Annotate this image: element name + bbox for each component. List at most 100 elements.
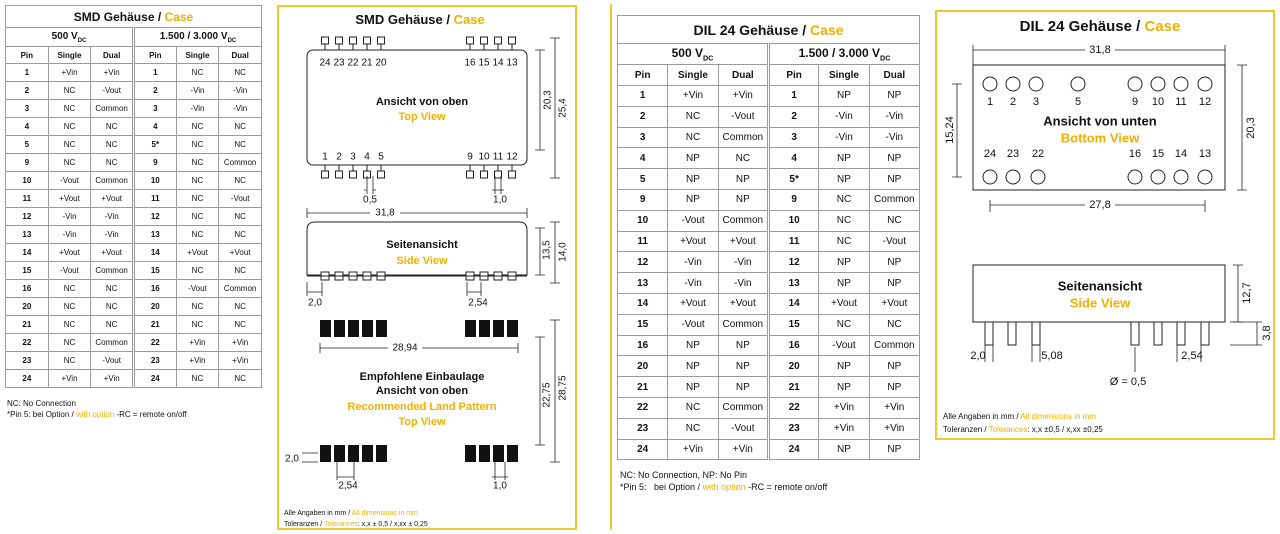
pin-number: 2 xyxy=(336,152,342,163)
dim: 5,08 xyxy=(1041,350,1062,362)
title-row: SMD Gehäuse / Case xyxy=(5,5,262,28)
pad xyxy=(334,320,345,337)
pin-number: 1 xyxy=(987,96,993,108)
pin xyxy=(480,170,488,179)
smd-pin-table: SMD Gehäuse / Case 500 VDC 1.500 / 3.000 V… xyxy=(5,5,263,388)
row: 22 NC Common 22 +Vin +Vin xyxy=(5,333,262,352)
dim-line xyxy=(989,200,1206,212)
row: 13 -Vin -Vin 13 NP NP xyxy=(616,272,921,294)
cell: NP xyxy=(868,438,921,461)
dim: 25,4 xyxy=(558,98,569,118)
dim: 28,75 xyxy=(558,375,569,400)
pin-number: 23 xyxy=(333,58,345,69)
pin-number: 12 xyxy=(1199,96,1211,108)
pad xyxy=(479,445,490,462)
pad xyxy=(479,320,490,337)
pad xyxy=(362,320,373,337)
dim: Ø = 0,5 xyxy=(1110,376,1146,388)
pad xyxy=(362,445,373,462)
voltage-sub: DC xyxy=(227,37,237,44)
voltage: 1.500 / 3.000 V xyxy=(159,30,228,42)
dim-line xyxy=(535,49,545,151)
pin-hole xyxy=(982,169,998,185)
pin-hole xyxy=(1173,76,1189,92)
pin-hole xyxy=(1150,76,1166,92)
note-rest: -RC = remote on/off xyxy=(748,482,828,492)
units-en: All dimensions in mm xyxy=(1020,412,1096,421)
dim-line xyxy=(302,452,318,463)
cell: NC xyxy=(218,135,262,154)
row: 21 NC NC 21 NC NC xyxy=(5,315,262,334)
dil-notes: NC: No Connection, NP: No Pin *Pin 5: be… xyxy=(620,469,827,493)
cell: 24 xyxy=(766,438,820,461)
pin5-note: *Pin 5: bei Option / with option -RC = r… xyxy=(7,409,187,420)
pad xyxy=(493,445,504,462)
dim-line xyxy=(364,176,376,194)
footer: Toleranzen / Tolerances: x,x ±0,5 / x,xx… xyxy=(943,425,1103,434)
pin-number: 15 xyxy=(478,58,490,69)
smd-notes: NC: No Connection *Pin 5: bei Option / w… xyxy=(7,398,187,420)
pin xyxy=(321,36,329,45)
label: Side View xyxy=(396,255,448,267)
row: 4 NC NC 4 NC NC xyxy=(5,117,262,136)
pin xyxy=(1176,321,1186,346)
row: 23 NC -Vout 23 +Vin +Vin xyxy=(5,351,262,370)
pin5-note: *Pin 5: bei Option / with option -RC = r… xyxy=(620,481,827,493)
row: 16 NC NC 16 -Vout Common xyxy=(5,279,262,298)
pin-number: 24 xyxy=(319,58,331,69)
row: 24 +Vin +Vin 24 NP NP xyxy=(616,438,921,461)
pin xyxy=(1200,321,1210,346)
pin-number: 4 xyxy=(364,152,370,163)
pin xyxy=(508,36,516,45)
column-header: Pin xyxy=(616,64,669,86)
pin-number: 11 xyxy=(1175,96,1186,108)
row: 2 NC -Vout 2 -Vin -Vin xyxy=(616,105,921,128)
smd-title: SMD Gehäuse / Case xyxy=(355,12,484,27)
dim-line xyxy=(1031,345,1041,362)
tol-values: : x,x ±0,5 / x,xx ±0,25 xyxy=(1027,425,1103,434)
label: Ansicht von oben xyxy=(376,96,469,108)
dim: 2,54 xyxy=(1181,350,1202,362)
dim-line xyxy=(535,227,545,276)
pin-number: 10 xyxy=(1152,96,1164,108)
dim-line xyxy=(466,282,482,296)
pin-number: 10 xyxy=(478,152,490,163)
pin-number: 3 xyxy=(350,152,356,163)
footer: Alle Angaben in mm / All dimensions in m… xyxy=(284,510,418,517)
footer: Alle Angaben in mm / All dimensions in m… xyxy=(943,412,1096,421)
tol-de: Toleranzen / xyxy=(943,425,987,434)
pin-number: 12 xyxy=(506,152,518,163)
label: Empfohlene Einbaulage xyxy=(360,371,485,383)
pin xyxy=(508,170,516,179)
dim: 31,8 xyxy=(375,208,395,219)
note: NC: No Connection xyxy=(7,399,76,408)
row: 20 NP NP 20 NP NP xyxy=(616,355,921,378)
dim: 0,5 xyxy=(363,195,377,206)
dim: 28,94 xyxy=(392,343,417,354)
dim: 3,8 xyxy=(1261,325,1273,340)
pin xyxy=(984,321,994,346)
note-en: with option xyxy=(702,482,746,492)
pin-hole xyxy=(1150,169,1166,185)
title-cell: SMD Gehäuse / Case xyxy=(5,5,262,28)
row: 21 NP NP 21 NP NP xyxy=(616,376,921,398)
dim-line xyxy=(1230,321,1262,346)
pin xyxy=(349,36,357,45)
pad xyxy=(376,445,387,462)
title: SMD Gehäuse / xyxy=(73,9,162,24)
pad xyxy=(507,320,518,337)
title-case: Case xyxy=(1144,18,1180,35)
pin-number: 9 xyxy=(1132,96,1138,108)
pin xyxy=(321,170,329,179)
label: Bottom View xyxy=(1061,130,1140,145)
pin-number: 14 xyxy=(1175,148,1187,160)
dim: 2,0 xyxy=(970,350,985,362)
pin xyxy=(494,170,502,179)
dim-line xyxy=(492,176,504,194)
title-cell: DIL 24 Gehäuse / Case xyxy=(617,15,920,44)
pin-hole xyxy=(1197,169,1213,185)
label: Seitenansicht xyxy=(386,239,458,251)
tol-en: Tolerances xyxy=(989,425,1028,434)
